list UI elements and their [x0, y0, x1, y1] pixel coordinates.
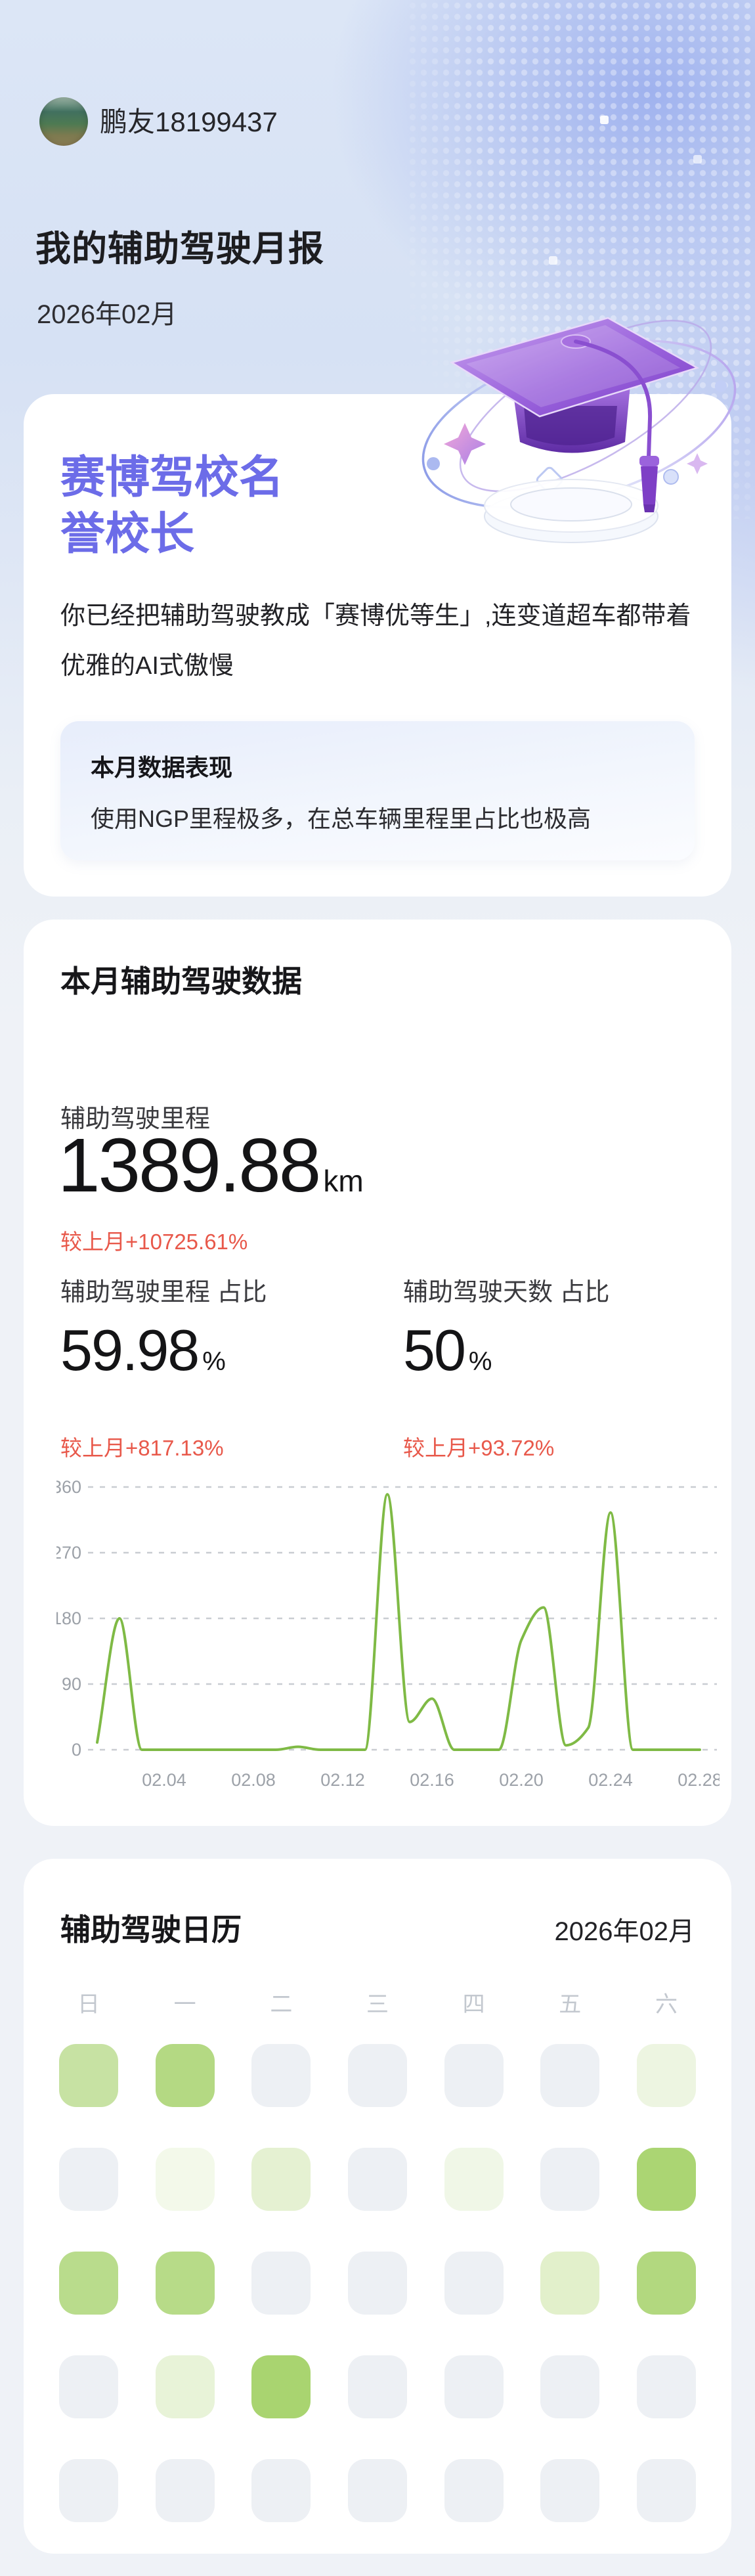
- calendar-day-cell: [444, 2252, 504, 2315]
- hero-title-line1: 赛博驾校名: [60, 453, 284, 502]
- username: 鹏友18199437: [100, 106, 278, 137]
- weekday-label: 一: [173, 1992, 196, 2017]
- report-month: 2026年02月: [37, 300, 177, 329]
- calendar-day-cell: [540, 2355, 600, 2418]
- mileage-ratio-delta: 较上月+817.13%: [60, 1436, 224, 1460]
- calendar-day-cell: [444, 2459, 504, 2522]
- hero-title: 赛博驾校名 誉校长: [60, 449, 284, 562]
- calendar-day-cell: [59, 2044, 118, 2107]
- svg-text:02.28: 02.28: [678, 1770, 720, 1790]
- calendar-day-cell: [347, 2044, 407, 2107]
- calendar-day-cell: [636, 2044, 696, 2107]
- calendar-day-cell: [636, 2355, 696, 2418]
- svg-text:02.12: 02.12: [320, 1770, 365, 1790]
- summary-box-text: 使用NGP里程极多，在总车辆里程里占比也极高: [91, 805, 592, 832]
- calendar-day-cell: [251, 2044, 311, 2107]
- calendar-day-cell: [444, 2148, 504, 2211]
- hero-card: 赛博驾校名 誉校长 你已经把辅助驾驶教成「赛博优等生」,连变道超车都带着优雅的A…: [24, 394, 731, 897]
- mileage-ratio-unit: %: [202, 1347, 226, 1376]
- mileage-ratio-value: 59.98%: [60, 1318, 403, 1394]
- mileage-delta: 较上月+10725.61%: [60, 1230, 248, 1254]
- ratio-columns: 辅助驾驶里程 占比 59.98% 较上月+817.13% 辅助驾驶天数 占比 5…: [60, 1272, 746, 1462]
- graduation-cap-illustration: [421, 317, 737, 543]
- calendar-header: 辅助驾驶日历 2026年02月: [60, 1906, 695, 1949]
- calendar-day-cell: [347, 2148, 407, 2211]
- calendar-day-cell: [59, 2355, 118, 2418]
- weekday-label: 五: [559, 1992, 582, 2017]
- calendar-day-cell: [59, 2148, 118, 2211]
- calendar-day-cell: [444, 2355, 504, 2418]
- summary-box-title: 本月数据表现: [91, 754, 233, 781]
- days-ratio-label: 辅助驾驶天数 占比: [403, 1279, 610, 1306]
- calendar-month: 2026年02月: [554, 1917, 695, 1946]
- user-avatar: [39, 97, 88, 146]
- weekday-label: 三: [366, 1992, 389, 2017]
- monthly-summary-box: 本月数据表现 使用NGP里程极多，在总车辆里程里占比也极高: [60, 721, 695, 860]
- svg-text:02.20: 02.20: [499, 1770, 544, 1790]
- mileage-unit: km: [323, 1164, 364, 1198]
- calendar-day-cell: [540, 2148, 600, 2211]
- monthly-data-card: 本月辅助驾驶数据 辅助驾驶里程 1389.88 km 较上月+10725.61% …: [24, 920, 731, 1826]
- daily-mileage-line-chart: 0 90 180 270 360 02.04 02.08 02.12 02.16 02.20 02.…: [52, 1459, 722, 1808]
- weekday-label: 六: [655, 1992, 678, 2017]
- svg-text:90: 90: [62, 1674, 81, 1694]
- calendar-day-cell: [540, 2459, 600, 2522]
- days-ratio-value: 50%: [403, 1318, 746, 1394]
- calendar-day-cell: [636, 2148, 696, 2211]
- calendar-day-cell: [155, 2355, 215, 2418]
- calendar-day-cell: [251, 2355, 311, 2418]
- calendar-title: 辅助驾驶日历: [60, 1913, 242, 1947]
- mileage-ratio-number: 59.98: [60, 1318, 200, 1383]
- days-ratio-delta: 较上月+93.72%: [403, 1436, 555, 1460]
- weekday-label: 二: [270, 1992, 293, 2017]
- svg-text:02.08: 02.08: [231, 1770, 276, 1790]
- bright-dot: [549, 256, 557, 265]
- mileage-ratio-label: 辅助驾驶里程 占比: [60, 1279, 267, 1306]
- bright-dot: [600, 116, 609, 124]
- days-ratio-number: 50: [403, 1318, 466, 1383]
- calendar-day-cell: [251, 2252, 311, 2315]
- weekday-label: 四: [462, 1992, 485, 2017]
- calendar-day-cell: [636, 2459, 696, 2522]
- page-title: 我的辅助驾驶月报: [35, 229, 324, 269]
- hero-title-line2: 誉校长: [60, 509, 195, 559]
- calendar-day-cell: [155, 2459, 215, 2522]
- calendar-day-cell: [155, 2044, 215, 2107]
- calendar-day-cell: [636, 2252, 696, 2315]
- calendar-day-cell: [347, 2355, 407, 2418]
- calendar-day-cell: [251, 2148, 311, 2211]
- days-ratio-unit: %: [468, 1347, 492, 1376]
- calendar-day-cell: [444, 2044, 504, 2107]
- hero-description: 你已经把辅助驾驶教成「赛博优等生」,连变道超车都带着优雅的AI式傲慢: [60, 602, 691, 680]
- svg-text:180: 180: [56, 1609, 81, 1628]
- bright-dot: [693, 155, 702, 164]
- svg-text:02.16: 02.16: [410, 1770, 454, 1790]
- calendar-day-cell: [347, 2252, 407, 2315]
- calendar-day-cell: [155, 2148, 215, 2211]
- calendar-day-cell: [251, 2459, 311, 2522]
- calendar-day-cell: [540, 2252, 600, 2315]
- calendar-grid: [59, 2044, 696, 2522]
- driving-calendar-card: 辅助驾驶日历 2026年02月 日 一 二 三 四 五 六: [24, 1859, 731, 2554]
- calendar-day-cell: [59, 2459, 118, 2522]
- svg-text:270: 270: [56, 1543, 81, 1563]
- calendar-day-cell: [155, 2252, 215, 2315]
- data-section-title: 本月辅助驾驶数据: [60, 964, 302, 998]
- weekday-header-row: 日一二三四五六: [59, 1986, 696, 2018]
- weekday-label: 日: [77, 1992, 100, 2017]
- calendar-day-cell: [59, 2252, 118, 2315]
- mileage-ratio-column: 辅助驾驶里程 占比 59.98% 较上月+817.13%: [60, 1272, 403, 1462]
- calendar-day-cell: [347, 2459, 407, 2522]
- mileage-number: 1389.88: [58, 1122, 321, 1208]
- svg-text:360: 360: [56, 1477, 81, 1497]
- days-ratio-column: 辅助驾驶天数 占比 50% 较上月+93.72%: [403, 1272, 746, 1462]
- svg-text:02.04: 02.04: [142, 1770, 186, 1790]
- calendar-day-cell: [540, 2044, 600, 2107]
- mileage-label: 辅助驾驶里程: [60, 1105, 211, 1133]
- svg-text:02.24: 02.24: [588, 1770, 633, 1790]
- mileage-value: 1389.88 km: [58, 1124, 364, 1222]
- svg-text:0: 0: [72, 1740, 81, 1760]
